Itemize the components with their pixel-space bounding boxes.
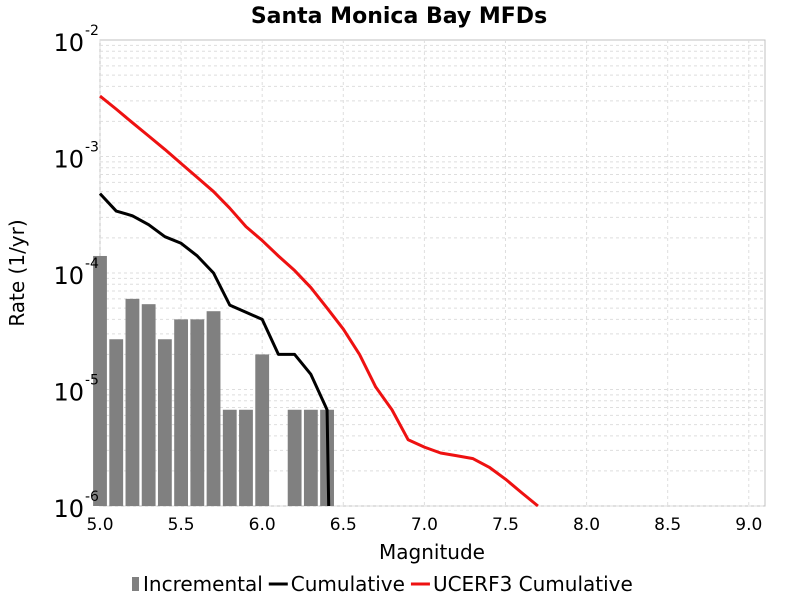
- incremental-bar: [157, 339, 172, 506]
- incremental-bar: [206, 311, 221, 506]
- chart-title: Santa Monica Bay MFDs: [251, 4, 547, 29]
- y-tick-exponent: -5: [85, 373, 99, 389]
- incremental-bar: [222, 409, 237, 506]
- incremental-bar: [255, 354, 270, 506]
- x-tick-label: 8.0: [573, 515, 600, 535]
- y-tick-exponent: -2: [85, 23, 99, 39]
- y-tick-exponent: -4: [85, 256, 99, 272]
- ucerf3-cumulative-line: [99, 94, 539, 508]
- legend-label: Incremental: [143, 572, 263, 596]
- y-tick-label: 10: [53, 29, 84, 57]
- x-tick-label: 5.0: [86, 515, 113, 535]
- y-tick-label: 10: [53, 495, 84, 523]
- incremental-bar: [125, 298, 140, 506]
- x-tick-label: 6.5: [330, 515, 357, 535]
- x-tick-label: 6.0: [249, 515, 276, 535]
- legend-swatch-bar: [132, 577, 139, 591]
- y-tick-label: 10: [53, 146, 84, 174]
- incremental-bar: [303, 409, 318, 506]
- y-tick-exponent: -6: [85, 489, 99, 505]
- incremental-bar: [190, 319, 205, 506]
- incremental-bar: [287, 409, 302, 506]
- x-tick-label: 7.5: [492, 515, 519, 535]
- cumulative-lines: [98, 94, 539, 508]
- y-tick-exponent: -3: [85, 140, 99, 156]
- incremental-bar: [93, 255, 107, 506]
- incremental-bar: [174, 319, 189, 506]
- x-tick-label: 7.0: [411, 515, 438, 535]
- x-tick-label: 8.5: [654, 515, 681, 535]
- x-tick-label: 5.5: [168, 515, 195, 535]
- x-tick-label: 9.0: [735, 515, 762, 535]
- incremental-bar: [239, 409, 253, 506]
- incremental-bar: [109, 339, 124, 506]
- incremental-bar: [141, 304, 156, 506]
- y-tick-label: 10: [53, 262, 84, 290]
- y-axis-label: Rate (1/yr): [5, 219, 29, 326]
- legend: Incremental Cumulative UCERF3 Cumulative: [132, 572, 633, 596]
- incremental-bars: [93, 255, 334, 506]
- cumulative-line: [98, 192, 331, 507]
- y-tick-label: 10: [53, 379, 84, 407]
- x-axis-ticks: 5.0 5.5 6.0 6.5 7.0 7.5 8.0 8.5 9.0: [86, 515, 762, 535]
- x-axis-label: Magnitude: [379, 540, 485, 564]
- y-axis-ticks: 10-610-510-410-310-2: [53, 23, 99, 523]
- legend-label: UCERF3 Cumulative: [433, 572, 633, 596]
- legend-label: Cumulative: [291, 572, 405, 596]
